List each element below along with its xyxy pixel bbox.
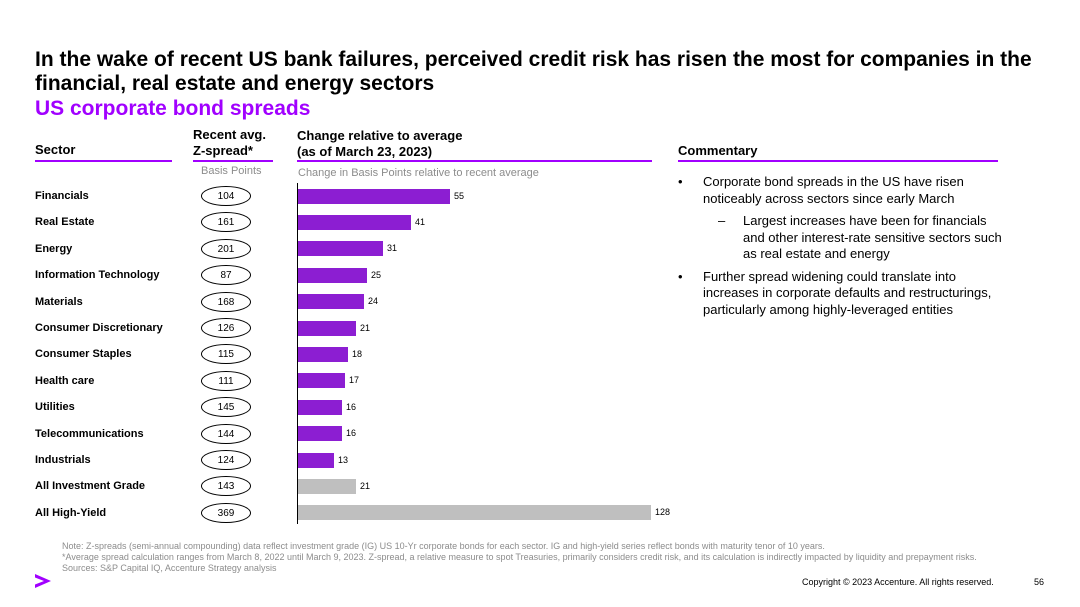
page-subtitle: US corporate bond spreads (35, 97, 311, 120)
bar (298, 452, 334, 468)
sector-label: Materials (35, 295, 83, 308)
zspread-column-header: Recent avg. Z-spread* (193, 127, 266, 159)
bar (298, 373, 345, 389)
bar (298, 505, 651, 521)
zspread-value: 124 (201, 450, 251, 470)
bar-value-label: 25 (371, 269, 382, 280)
zspread-header-line2: Z-spread* (193, 143, 253, 158)
commentary-header: Commentary (678, 143, 758, 158)
zspread-value: 161 (201, 212, 251, 233)
zspread-unit-label: Basis Points (201, 165, 262, 177)
bar-value-label: 21 (360, 480, 371, 491)
chart-axis-line (297, 183, 298, 524)
sector-label: Telecommunications (35, 427, 144, 440)
zspread-value: 168 (201, 291, 251, 312)
bar (298, 214, 411, 230)
page-number: 56 (1034, 577, 1045, 587)
sector-label: Utilities (35, 401, 75, 414)
bar (298, 320, 356, 336)
bar-value-label: 16 (346, 401, 357, 412)
bar (298, 188, 450, 204)
sector-label: Health care (35, 374, 95, 387)
sector-label: Information Technology (35, 269, 160, 282)
bar (298, 267, 367, 283)
page-title: In the wake of recent US bank failures, … (35, 48, 1032, 95)
change-column-header: Change relative to average (as of March … (297, 128, 462, 160)
zspread-value: 111 (201, 370, 251, 391)
commentary-header-rule (678, 160, 998, 162)
zspread-value: 143 (201, 476, 251, 497)
bar-value-label: 128 (655, 507, 671, 518)
bar (298, 478, 356, 494)
dash-mark: – (718, 213, 726, 228)
sector-label: Consumer Discretionary (35, 322, 163, 334)
commentary-bullet-1: • Corporate bond spreads in the US have … (678, 174, 1008, 207)
bullet-mark: • (678, 174, 683, 189)
sector-column-header: Sector (35, 142, 76, 157)
commentary-subbullet-1: – Largest increases have been for financ… (678, 213, 1008, 263)
sector-header-rule (35, 160, 172, 162)
bar-value-label: 55 (454, 190, 465, 201)
sector-label: All Investment Grade (35, 480, 146, 493)
footnotes: Note: Z-spreads (semi-annual compounding… (62, 541, 1002, 574)
zspread-value: 369 (201, 502, 251, 523)
commentary-bullet-2: • Further spread widening could translat… (678, 269, 1008, 319)
bar (298, 241, 383, 257)
zspread-value: 145 (201, 397, 251, 418)
change-header-rule (297, 160, 652, 162)
change-header-line1: Change relative to average (297, 128, 463, 143)
zspread-value: 87 (201, 265, 251, 286)
bar-value-label: 13 (338, 454, 349, 465)
bar-value-label: 31 (387, 243, 398, 254)
accenture-chevron-icon (35, 574, 51, 588)
bar-value-label: 16 (346, 428, 357, 439)
bar (298, 426, 342, 442)
bar-value-label: 41 (415, 216, 426, 227)
zspread-value: 144 (201, 423, 251, 444)
zspread-value: 201 (201, 238, 251, 259)
bar (298, 399, 342, 415)
commentary-subbullet-1-text: Largest increases have been for financia… (743, 213, 1002, 261)
sector-label: Energy (35, 242, 73, 255)
sector-label: Real Estate (35, 216, 95, 229)
bar-value-label: 18 (352, 348, 363, 359)
sector-label: Financials (35, 190, 89, 202)
zspread-value: 126 (201, 318, 251, 338)
sector-label: Consumer Staples (35, 348, 132, 361)
commentary-bullet-2-text: Further spread widening could translate … (703, 268, 992, 317)
zspread-header-rule (193, 160, 273, 162)
copyright-text: Copyright © 2023 Accenture. All rights r… (802, 577, 994, 587)
change-header-line2: (as of March 23, 2023) (297, 144, 433, 159)
zspread-value: 115 (201, 344, 251, 365)
zspread-header-line1: Recent avg. (193, 127, 266, 142)
sector-label: Industrials (35, 454, 91, 466)
bar-value-label: 21 (360, 322, 371, 333)
bar-value-label: 24 (368, 296, 379, 307)
bar-value-label: 17 (349, 375, 360, 386)
bar (298, 294, 364, 310)
change-unit-label: Change in Basis Points relative to recen… (298, 167, 539, 179)
zspread-value: 104 (201, 186, 251, 206)
bullet-mark: • (678, 268, 683, 284)
footnote-1: Note: Z-spreads (semi-annual compounding… (62, 541, 825, 551)
commentary-panel: • Corporate bond spreads in the US have … (678, 174, 1008, 324)
footnote-2: *Average spread calculation ranges from … (62, 552, 977, 562)
sector-label: All High-Yield (35, 506, 107, 519)
commentary-bullet-1-text: Corporate bond spreads in the US have ri… (703, 174, 964, 206)
bar (298, 346, 348, 362)
sources-note: Sources: S&P Capital IQ, Accenture Strat… (62, 563, 277, 573)
